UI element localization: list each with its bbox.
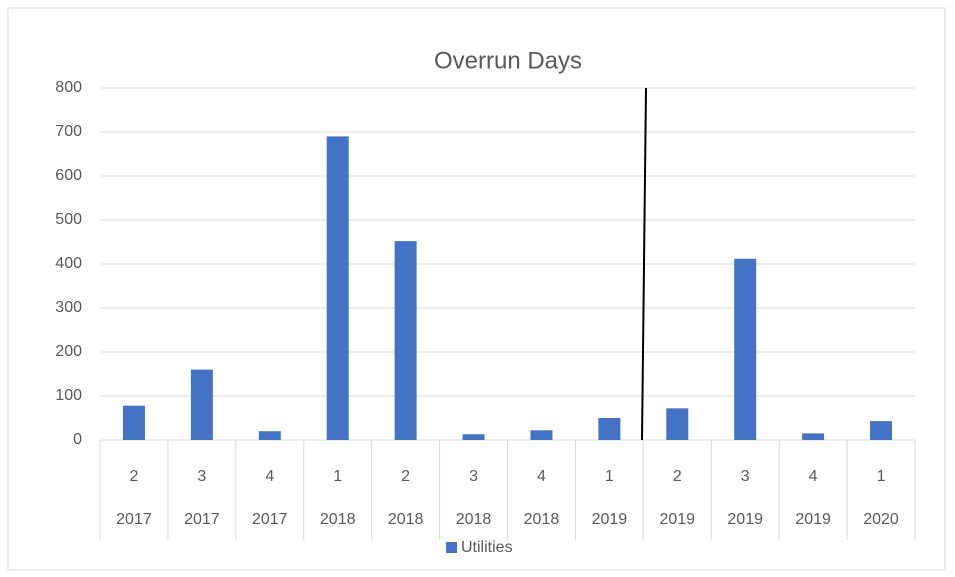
bar — [802, 433, 825, 440]
x-tick-label: 2 — [673, 468, 682, 485]
y-tick-label: 700 — [55, 123, 82, 140]
x-group-label: 2019 — [592, 511, 628, 528]
y-tick-label: 300 — [55, 299, 82, 316]
bar — [258, 431, 281, 440]
bar — [190, 369, 213, 440]
x-tick-label: 1 — [605, 468, 614, 485]
annotation-line — [641, 87, 647, 441]
x-group-label: 2020 — [863, 511, 899, 528]
x-tick-label: 4 — [809, 468, 818, 485]
chart-border — [7, 7, 946, 571]
x-group-label: 2018 — [388, 511, 424, 528]
x-group-label: 2019 — [659, 511, 695, 528]
x-tick-label: 3 — [197, 468, 206, 485]
bar — [734, 258, 757, 440]
x-group-label: 2018 — [320, 511, 356, 528]
bar — [394, 241, 417, 440]
chart-title: Overrun Days — [434, 47, 582, 74]
y-tick-label: 0 — [73, 431, 82, 448]
x-group-label: 2017 — [116, 511, 152, 528]
bar — [530, 430, 553, 440]
y-tick-label: 100 — [55, 387, 82, 404]
y-tick-label: 400 — [55, 255, 82, 272]
y-tick-label: 200 — [55, 343, 82, 360]
y-tick-label: 800 — [55, 79, 82, 96]
x-tick-label: 1 — [333, 468, 342, 485]
bar — [122, 405, 145, 440]
bar — [870, 421, 893, 440]
x-group-label: 2017 — [252, 511, 288, 528]
bar — [462, 434, 485, 440]
x-group-label: 2018 — [524, 511, 560, 528]
x-tick-label: 3 — [741, 468, 750, 485]
x-tick-label: 2 — [130, 468, 139, 485]
bar — [666, 408, 689, 440]
x-tick-label: 4 — [537, 468, 546, 485]
legend-label: Utilities — [461, 539, 513, 556]
bar — [598, 418, 621, 440]
x-tick-label: 1 — [877, 468, 886, 485]
x-tick-label: 2 — [401, 468, 410, 485]
legend-swatch — [446, 542, 457, 553]
x-group-label: 2019 — [795, 511, 831, 528]
x-group-label: 2018 — [456, 511, 492, 528]
x-tick-label: 3 — [469, 468, 478, 485]
y-tick-label: 500 — [55, 211, 82, 228]
x-group-label: 2017 — [184, 511, 220, 528]
y-tick-label: 600 — [55, 167, 82, 184]
x-group-label: 2019 — [727, 511, 763, 528]
bar — [326, 136, 349, 440]
x-tick-label: 4 — [265, 468, 274, 485]
